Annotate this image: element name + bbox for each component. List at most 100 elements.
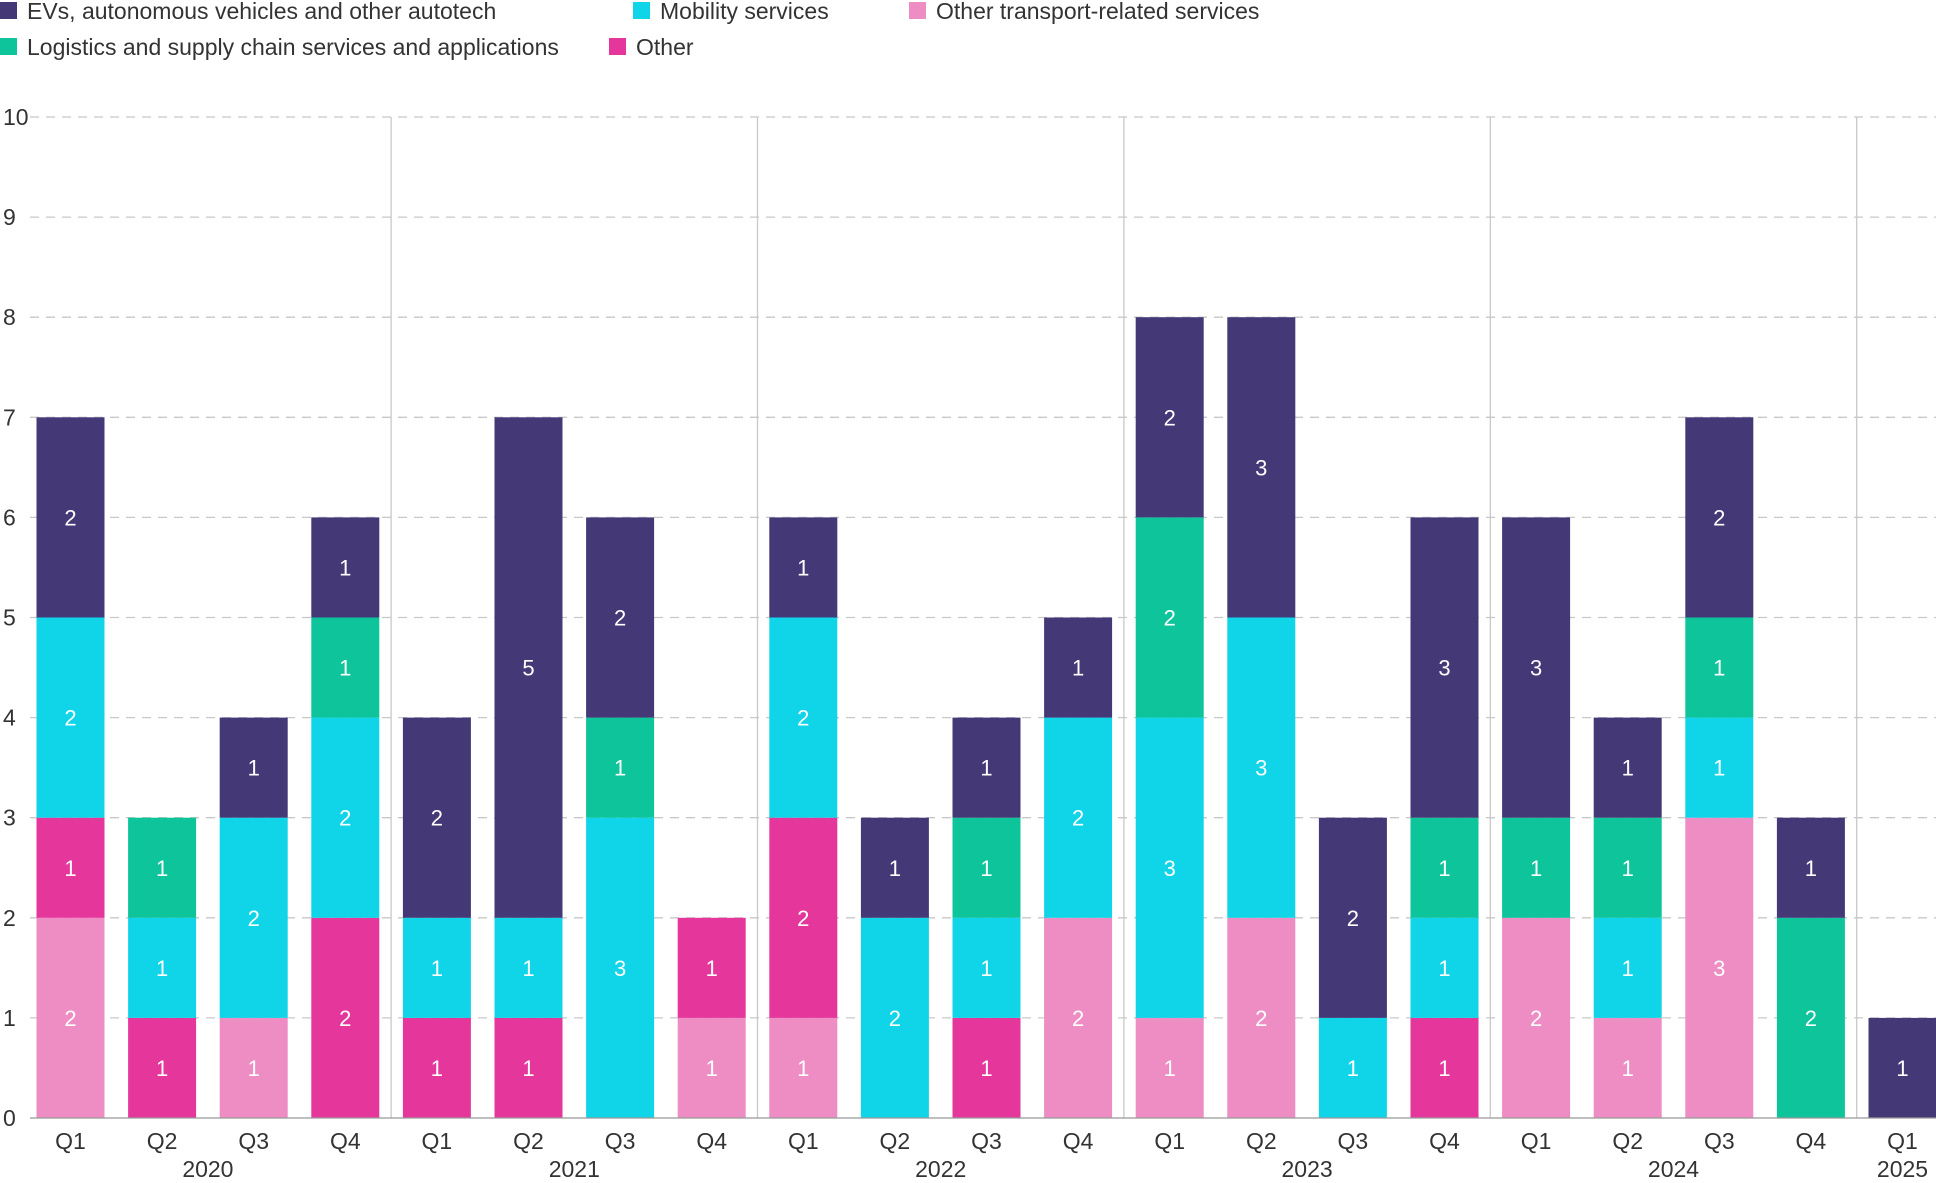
x-tick-label: Q2	[1612, 1128, 1643, 1154]
bar-value-label: 1	[156, 956, 168, 981]
y-tick-label: 8	[3, 304, 16, 330]
bar-stack: 11	[677, 917, 746, 1118]
y-tick-label: 2	[3, 905, 16, 931]
x-tick-label: Q4	[1796, 1128, 1827, 1154]
bar-value-label: 1	[797, 1056, 809, 1081]
y-tick-label: 3	[3, 805, 16, 831]
bar-stack: 1 1 1 3	[1410, 517, 1479, 1118]
bar-segment-other-transport-related-services	[1593, 1017, 1662, 1118]
bar-value-label: 2	[1713, 505, 1725, 530]
legend-item-other-transport-related-services: Other transport-related services	[909, 0, 1259, 24]
bar-segment-mobility-services	[128, 917, 197, 1018]
bar-value-label: 2	[1805, 1006, 1817, 1031]
bar-segment-other-transport-related-services	[677, 1017, 746, 1118]
bar-value-label: 2	[1164, 606, 1176, 631]
bar-value-label: 1	[1622, 756, 1634, 781]
y-tick-label: 7	[3, 404, 16, 430]
legend-label: Other	[636, 34, 694, 60]
x-tick-label: Q1	[788, 1128, 819, 1154]
bar-segment-evs-autonomous-vehicles-and-other-autotech	[402, 717, 471, 918]
legend-item-evs-autonomous-vehicles-and-other-autotech: EVs, autonomous vehicles and other autot…	[0, 0, 496, 24]
bar-segment-evs-autonomous-vehicles-and-other-autotech	[1593, 717, 1662, 818]
bar-segment-evs-autonomous-vehicles-and-other-autotech	[1318, 817, 1387, 1018]
x-tick-label: Q2	[1246, 1128, 1277, 1154]
legend-item-logistics-and-supply-chain-services-and-applications: Logistics and supply chain services and …	[0, 34, 559, 60]
bar-segment-other	[128, 1017, 197, 1118]
bar-value-label: 1	[980, 956, 992, 981]
bar-value-label: 2	[797, 706, 809, 731]
bar-value-label: 1	[1438, 1056, 1450, 1081]
legend-swatch	[633, 2, 650, 19]
bar-value-label: 1	[889, 856, 901, 881]
bar-segment-mobility-services	[586, 817, 655, 1118]
bar-segment-evs-autonomous-vehicles-and-other-autotech	[1227, 317, 1296, 618]
bar-value-label: 1	[1622, 956, 1634, 981]
bar-value-label: 1	[980, 856, 992, 881]
x-tick-label: Q1	[55, 1128, 86, 1154]
bar-segment-other	[311, 917, 380, 1118]
bar-stack: 3 1 2	[586, 517, 655, 1118]
bar-stack: 1 1 1 1	[952, 717, 1021, 1118]
bar-segment-evs-autonomous-vehicles-and-other-autotech	[860, 817, 929, 918]
bar-segment-evs-autonomous-vehicles-and-other-autotech	[36, 417, 105, 618]
bar-segment-mobility-services	[1593, 917, 1662, 1018]
legend-item-other: Other	[609, 34, 694, 60]
bar-value-label: 1	[706, 1056, 718, 1081]
bar-segment-evs-autonomous-vehicles-and-other-autotech	[219, 717, 288, 818]
bar-segment-logistics-and-supply-chain-services-and-applications	[1410, 817, 1479, 918]
x-tick-label: Q2	[880, 1128, 911, 1154]
bar-segment-logistics-and-supply-chain-services-and-applications	[1593, 817, 1662, 918]
bar-value-label: 1	[1438, 956, 1450, 981]
bar-value-label: 1	[1438, 856, 1450, 881]
x-tick-label: Q3	[1704, 1128, 1735, 1154]
bar-segment-evs-autonomous-vehicles-and-other-autotech	[1135, 317, 1204, 518]
bar-value-label: 1	[1164, 1056, 1176, 1081]
bar-value-label: 1	[1347, 1056, 1359, 1081]
x-tick-label: Q1	[422, 1128, 453, 1154]
bar-segment-mobility-services	[1318, 1017, 1387, 1118]
legend: EVs, autonomous vehicles and other autot…	[0, 0, 1259, 60]
bar-value-label: 1	[431, 956, 443, 981]
x-tick-label: Q4	[696, 1128, 727, 1154]
bar-segment-other	[677, 917, 746, 1018]
x-tick-label: Q4	[1063, 1128, 1094, 1154]
year-label: 2020	[182, 1156, 233, 1182]
bar-segment-evs-autonomous-vehicles-and-other-autotech	[1410, 517, 1479, 818]
bar-stack: 21	[1776, 817, 1845, 1118]
x-tick-label: Q2	[513, 1128, 544, 1154]
bar-segment-evs-autonomous-vehicles-and-other-autotech	[1868, 1017, 1936, 1118]
bar-stack: 1 1 2	[402, 717, 471, 1118]
x-tick-label: Q4	[1429, 1128, 1460, 1154]
x-tick-label: Q1	[1887, 1128, 1918, 1154]
bar-value-label: 1	[614, 756, 626, 781]
legend-swatch	[609, 38, 626, 55]
bar-value-label: 1	[1622, 1056, 1634, 1081]
x-tick-label: Q3	[238, 1128, 269, 1154]
legend-swatch	[0, 2, 17, 19]
bar-value-label: 5	[522, 656, 534, 681]
bar-value-label: 1	[339, 656, 351, 681]
bar-segment-logistics-and-supply-chain-services-and-applications	[952, 817, 1021, 918]
bar-segment-other-transport-related-services	[219, 1017, 288, 1118]
bar-value-label: 2	[1072, 806, 1084, 831]
bar-segment-other-transport-related-services	[1227, 917, 1296, 1118]
x-tick-label: Q4	[330, 1128, 361, 1154]
legend-label: Logistics and supply chain services and …	[27, 34, 559, 60]
bar-value-label: 3	[1530, 656, 1542, 681]
y-axis: 0 1 2 3 4 5 6 7 8 9 10	[3, 104, 29, 1131]
bar-segment-mobility-services	[769, 617, 838, 818]
x-tick-label: Q1	[1521, 1128, 1552, 1154]
bar-segment-other-transport-related-services	[1502, 917, 1571, 1118]
bar-segment-other	[494, 1017, 563, 1118]
bar-value-label: 1	[156, 1056, 168, 1081]
bar-segment-mobility-services	[1044, 717, 1113, 918]
x-tick-label: Q3	[1338, 1128, 1369, 1154]
bar-segment-evs-autonomous-vehicles-and-other-autotech	[1776, 817, 1845, 918]
bar-segment-logistics-and-supply-chain-services-and-applications	[1502, 817, 1571, 918]
bar-segment-mobility-services	[952, 917, 1021, 1018]
bar-segment-evs-autonomous-vehicles-and-other-autotech	[952, 717, 1021, 818]
bar-segment-other-transport-related-services	[1685, 817, 1754, 1118]
bar-value-label: 2	[64, 1006, 76, 1031]
y-tick-label: 4	[3, 705, 16, 731]
